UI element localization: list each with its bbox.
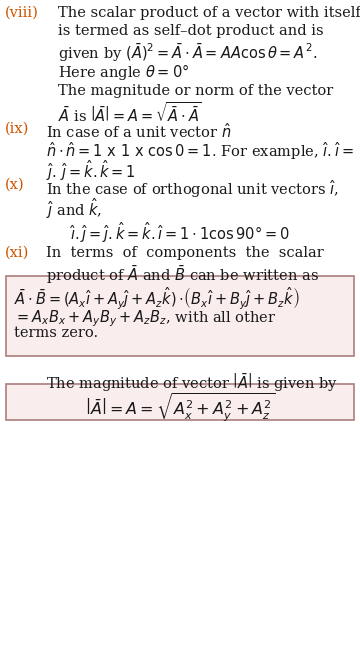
Text: $\bar{A}$ is $\left|\bar{A}\right|=A = \sqrt{\bar{A}\cdot\bar{A}}$: $\bar{A}$ is $\left|\bar{A}\right|=A = \…	[58, 102, 202, 126]
Text: $\hat{\jmath}.\,\hat{\jmath} = \hat{k}.\hat{k} = 1$: $\hat{\jmath}.\,\hat{\jmath} = \hat{k}.\…	[46, 158, 136, 183]
Text: In case of a unit vector $\hat{n}$: In case of a unit vector $\hat{n}$	[46, 122, 231, 141]
Text: (viii): (viii)	[5, 6, 39, 20]
Text: (x): (x)	[5, 178, 24, 192]
Text: given by $\left(\bar{A}\right)^{2} = \bar{A}\cdot\bar{A} = AA\cos\theta = A^2.$: given by $\left(\bar{A}\right)^{2} = \ba…	[58, 42, 317, 64]
Text: product of $\bar{A}$ and $\bar{B}$ can be written as: product of $\bar{A}$ and $\bar{B}$ can b…	[46, 264, 319, 286]
Text: The magnitude or norm of the vector: The magnitude or norm of the vector	[58, 84, 333, 98]
FancyBboxPatch shape	[6, 384, 354, 420]
Text: $\hat{n}\cdot\hat{n} = 1\ \mathrm{x}\ 1\ \mathrm{x}\ \cos 0 = 1$. For example, $: $\hat{n}\cdot\hat{n} = 1\ \mathrm{x}\ 1\…	[46, 140, 354, 162]
Text: (xi): (xi)	[5, 246, 30, 260]
Text: Here angle $\theta = 0°$: Here angle $\theta = 0°$	[58, 62, 189, 82]
Text: $\left|\bar{A}\right| = A = \sqrt{A_x^2 + A_y^2 + A_z^2}$: $\left|\bar{A}\right| = A = \sqrt{A_x^2 …	[85, 392, 275, 424]
FancyBboxPatch shape	[6, 276, 354, 356]
Text: The scalar product of a vector with itself: The scalar product of a vector with itse…	[58, 6, 360, 20]
Text: (ix): (ix)	[5, 122, 30, 136]
Text: $\bar{A}\cdot\bar{B} = (A_x\hat{\imath}+A_y\hat{\jmath}+A_z\hat{k})\cdot\!\left(: $\bar{A}\cdot\bar{B} = (A_x\hat{\imath}+…	[14, 286, 300, 313]
Text: $= A_xB_x + A_yB_y + A_zB_z$, with all other: $= A_xB_x + A_yB_y + A_zB_z$, with all o…	[14, 308, 276, 328]
Text: The magnitude of vector $\left|\bar{A}\right|$ is given by: The magnitude of vector $\left|\bar{A}\r…	[46, 372, 338, 394]
Text: $\hat{\imath}.\hat{\jmath} = \hat{\jmath}.\hat{k} = \hat{k}.\hat{\imath} = 1\cdo: $\hat{\imath}.\hat{\jmath} = \hat{\jmath…	[70, 220, 290, 245]
Text: terms zero.: terms zero.	[14, 326, 98, 340]
Text: In the case of orthogonal unit vectors $\hat{\imath}$,: In the case of orthogonal unit vectors $…	[46, 178, 339, 200]
Text: In  terms  of  components  the  scalar: In terms of components the scalar	[46, 246, 324, 260]
Text: is termed as self–dot product and is: is termed as self–dot product and is	[58, 24, 324, 38]
Text: $\hat{\jmath}$ and $\hat{k}$,: $\hat{\jmath}$ and $\hat{k}$,	[46, 196, 102, 221]
